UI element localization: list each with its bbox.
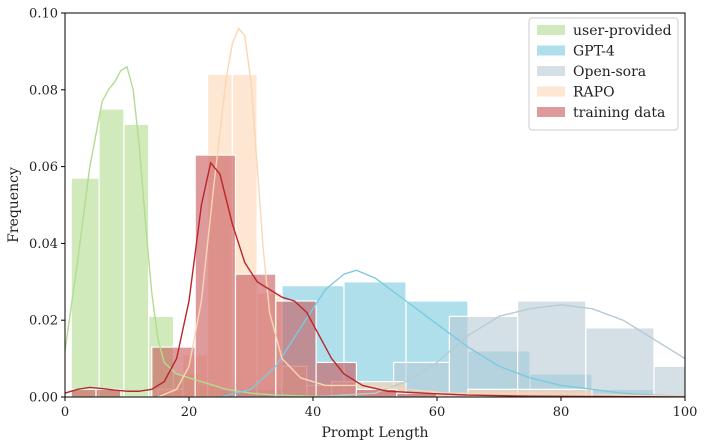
x-tick-label: 80 [553,405,570,420]
bar [234,273,277,397]
legend-swatch [537,107,565,117]
bar [123,123,150,397]
legend-swatch [537,25,565,35]
kde-line-gpt-4 [219,269,685,397]
legend-label: user-provided [573,23,672,39]
x-tick-label: 20 [181,405,198,420]
kde-line-training-data [65,162,685,397]
bar [98,108,125,397]
legend-label: RAPO [573,85,615,101]
bar [315,361,358,397]
y-tick-label: 0.08 [29,83,58,98]
legend-swatch [537,45,565,56]
kde-line-rapo [157,27,685,397]
x-tick-label: 0 [61,405,69,420]
bar [516,300,587,397]
legend-box [528,17,679,131]
legend-label: training data [573,105,665,121]
y-tick-label: 0.10 [29,7,58,22]
legend-swatch [537,66,565,76]
bar [585,327,655,397]
bar [70,177,100,397]
y-tick-label: 0.04 [29,237,58,252]
y-tick-label: 0.06 [29,160,58,175]
bar [194,154,237,397]
y-axis-title: Frequency [6,167,22,243]
legend-label: GPT-4 [573,44,615,60]
x-axis-title: Prompt Length [321,425,428,441]
plot-area [65,27,685,397]
legend: user-provided GPT-4 Open-sora RAPO training … [528,17,679,131]
bar [653,365,685,397]
y-tick-label: 0.02 [29,314,58,329]
axes-frame [64,12,686,398]
x-tick-label: 60 [429,405,446,420]
legend-label: Open-sora [573,64,646,80]
kde-line-open-sora [312,304,685,397]
legend-swatch [537,86,565,97]
y-tick-label: 0.00 [29,391,58,406]
x-tick-label: 100 [673,405,698,420]
series-bars-training-data [70,154,438,397]
bar [275,300,317,397]
x-tick-label: 40 [305,405,322,420]
bar [151,346,196,397]
